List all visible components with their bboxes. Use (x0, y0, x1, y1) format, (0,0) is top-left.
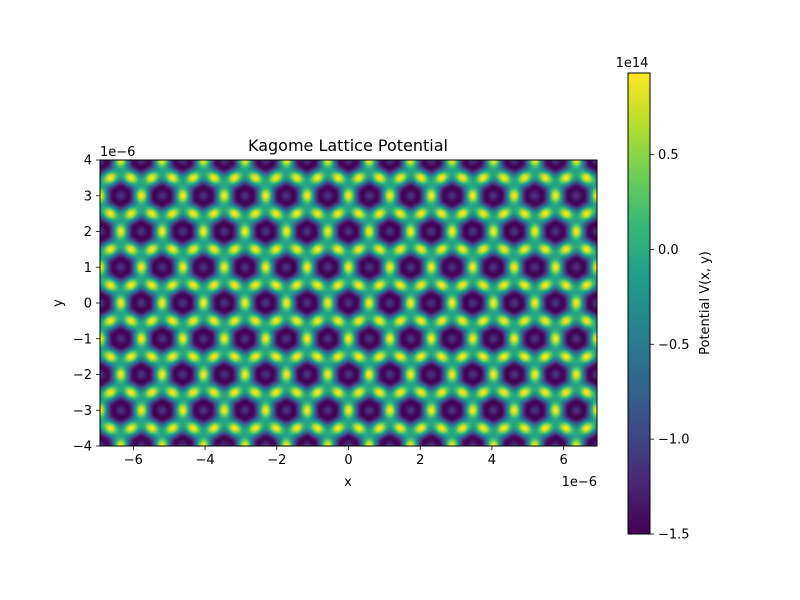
y-tick-label: −2 (73, 368, 92, 383)
x-tick-label: 4 (488, 453, 496, 468)
colorbar-tick-label: 0.0 (658, 243, 679, 258)
y-offset-text: 1e−6 (100, 145, 135, 160)
colorbar-offset-text: 1e14 (616, 56, 649, 71)
y-tick-label: 1 (84, 261, 92, 276)
x-tick-label: −6 (124, 453, 143, 468)
x-offset-text: 1e−6 (562, 475, 597, 490)
x-tick-label: −4 (195, 453, 214, 468)
x-tick-label: 0 (344, 453, 352, 468)
x-axis-label: x (344, 475, 352, 490)
colorbar-tick-label: −0.5 (658, 338, 690, 353)
colorbar-tick-label: −1.5 (658, 528, 690, 543)
colorbar-gradient (627, 72, 651, 535)
heatmap-image (100, 160, 597, 446)
x-axis: −6 −4 −2 0 2 4 6 (124, 446, 568, 468)
y-tick-label: 2 (84, 225, 92, 240)
heatmap-area (100, 160, 597, 446)
y-tick-label: −3 (73, 404, 92, 419)
y-tick-label: 0 (84, 297, 92, 312)
colorbar-tick-label: 0.5 (658, 148, 679, 163)
y-tick-label: 3 (84, 189, 92, 204)
y-tick-label: −4 (73, 440, 92, 455)
x-tick-label: 2 (416, 453, 424, 468)
chart-title: Kagome Lattice Potential (248, 136, 448, 155)
colorbar-tick-label: −1.0 (658, 433, 690, 448)
colorbar-ticks: 0.5 0.0 −0.5 −1.0 −1.5 (650, 148, 690, 543)
y-tick-label: −1 (73, 332, 92, 347)
y-tick-label: 4 (84, 154, 92, 169)
y-axis-label: y (51, 299, 66, 307)
y-axis: −4 −3 −2 −1 0 1 2 3 4 (73, 154, 100, 455)
x-tick-label: 6 (560, 453, 568, 468)
colorbar-label: Potential V(x, y) (698, 251, 713, 355)
x-tick-label: −2 (267, 453, 286, 468)
colorbar: 0.5 0.0 −0.5 −1.0 −1.5 1e14 Potential V(x, y… (616, 56, 713, 543)
